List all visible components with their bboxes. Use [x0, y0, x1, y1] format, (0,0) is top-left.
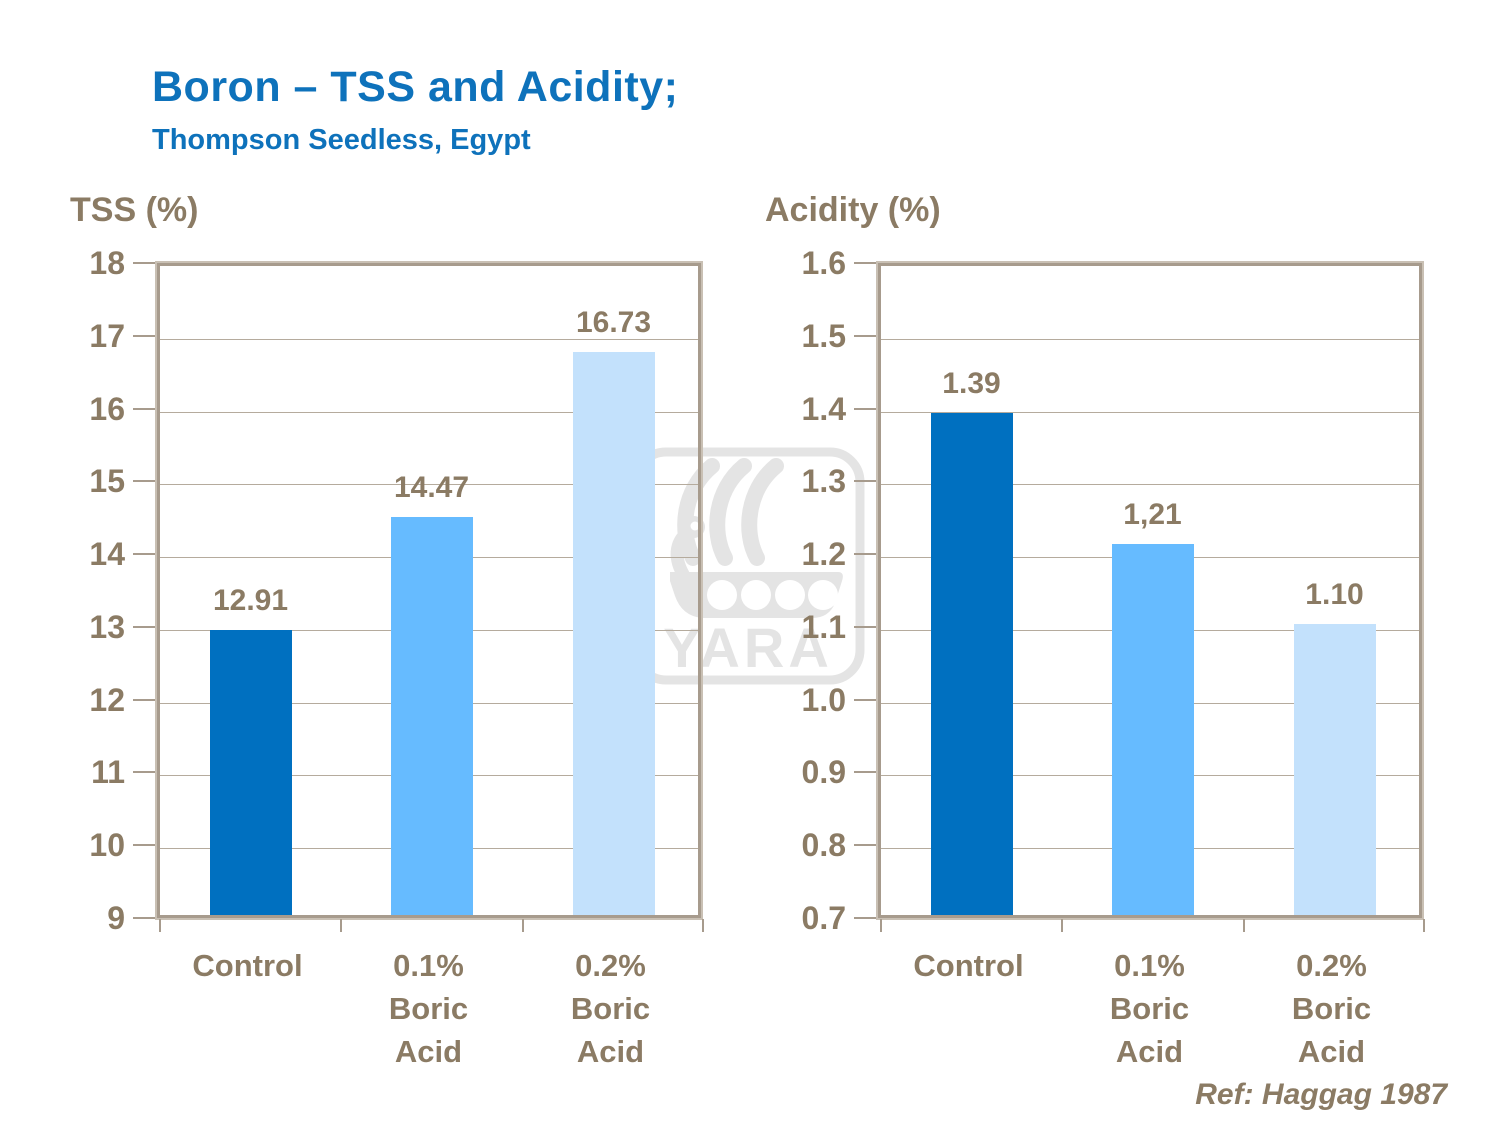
y-tick-label: 12: [89, 682, 125, 718]
y-tick: [133, 335, 155, 337]
y-tick: [854, 408, 876, 410]
y-tick: [854, 626, 876, 628]
y-tick: [854, 771, 876, 773]
bar-value-label: 12.91: [212, 584, 289, 617]
y-tick-label: 15: [89, 463, 125, 499]
gridline: [881, 339, 1419, 340]
gridline: [881, 484, 1419, 485]
slide-subtitle: Thompson Seedless, Egypt: [152, 124, 531, 156]
y-tick: [133, 699, 155, 701]
gridline: [160, 339, 698, 340]
y-tick-label: 1.1: [801, 609, 846, 645]
y-axis-title-tss: TSS (%): [70, 191, 199, 229]
y-tick: [133, 626, 155, 628]
y-tick-label: 18: [89, 245, 125, 281]
y-axis-labels: 1.6 1.5 1.4 1.3 1.2 1.1 1.0 0.9 0.8 0.7: [746, 245, 878, 936]
y-tick: [133, 771, 155, 773]
y-tick-label: 1.2: [801, 536, 846, 572]
y-tick-label: 1.6: [801, 245, 846, 281]
gridline: [160, 484, 698, 485]
plot-area: 1.39 1,21 1.10: [876, 261, 1425, 932]
category-column: 14.47: [341, 266, 522, 915]
bar-value-label: 1.39: [942, 367, 1001, 400]
tss-chart: TSS (%) 18 17 16 15 14 13 12 11 10 9 12.91 14.47 16…: [70, 191, 704, 1069]
bar: [390, 517, 473, 915]
slide-title: Boron – TSS and Acidity;: [152, 63, 679, 111]
x-tick: [1423, 919, 1425, 932]
y-tick-label: 13: [89, 609, 125, 645]
y-tick: [133, 262, 155, 264]
y-tick-label: 1.5: [801, 318, 846, 354]
y-tick: [854, 699, 876, 701]
y-tick: [854, 844, 876, 846]
x-tick: [1243, 919, 1245, 932]
y-tick: [854, 480, 876, 482]
y-tick-label: 0.7: [801, 900, 846, 936]
x-tick: [880, 919, 882, 932]
y-tick: [854, 262, 876, 264]
x-tick: [702, 919, 704, 932]
y-tick-label: 9: [107, 900, 125, 936]
y-tick-label: 14: [89, 536, 125, 572]
y-axis-labels: 18 17 16 15 14 13 12 11 10 9: [25, 245, 157, 936]
bar: [572, 352, 655, 915]
gridline: [160, 412, 698, 413]
reference-note: Ref: Haggag 1987: [1195, 1078, 1447, 1111]
yara-logo-watermark: YARA: [630, 446, 866, 686]
category-label: 0.2% Boric Acid: [1291, 948, 1372, 1069]
category-label: Control: [913, 948, 1024, 983]
y-tick-label: 0.8: [801, 827, 846, 863]
gridline: [881, 412, 1419, 413]
y-tick-label: 0.9: [801, 754, 846, 790]
y-tick: [133, 480, 155, 482]
x-tick: [340, 919, 342, 932]
bar: [930, 413, 1013, 915]
y-tick: [133, 553, 155, 555]
bar-value-label: 16.73: [575, 306, 652, 339]
category-column: 16.73: [523, 266, 704, 915]
category-label: 0.1% Boric Acid: [388, 948, 469, 1069]
category-column: 1.10: [1244, 266, 1425, 915]
viking-ship-icon: YARA: [631, 447, 865, 685]
acidity-chart: Acidity (%) 1.6 1.5 1.4 1.3 1.2 1.1 1.0 0.9 0.8 0…: [765, 191, 1425, 1069]
y-tick: [133, 844, 155, 846]
category-label: 0.2% Boric Acid: [570, 948, 651, 1069]
bar: [1111, 544, 1194, 915]
y-tick: [854, 553, 876, 555]
bar-value-label: 1,21: [1123, 498, 1182, 531]
y-axis-title-acidity: Acidity (%): [765, 191, 941, 229]
category-label: 0.1% Boric Acid: [1109, 948, 1190, 1069]
category-column: 1,21: [1062, 266, 1243, 915]
bar: [209, 630, 292, 915]
category-label: Control: [192, 948, 303, 983]
bar-value-label: 1.10: [1305, 578, 1364, 611]
y-tick-label: 1.4: [801, 391, 846, 427]
category-column: 1.39: [881, 266, 1062, 915]
sail-arc: [677, 458, 720, 566]
y-tick-label: 10: [89, 827, 125, 863]
bar-value-label: 14.47: [393, 471, 470, 504]
watermark-text: YARA: [663, 616, 833, 679]
y-tick-label: 17: [89, 318, 125, 354]
y-tick-label: 1.3: [801, 463, 846, 499]
y-tick-label: 11: [91, 754, 125, 790]
y-tick: [133, 917, 155, 919]
sail-arc: [709, 458, 752, 566]
y-tick: [854, 335, 876, 337]
y-tick-label: 1.0: [801, 682, 846, 718]
plot-area: 12.91 14.47 16.73: [155, 261, 704, 932]
y-tick-label: 16: [89, 391, 125, 427]
x-tick: [522, 919, 524, 932]
y-tick: [854, 917, 876, 919]
category-column: 12.91: [160, 266, 341, 915]
sail-arc: [741, 458, 784, 566]
x-tick: [1061, 919, 1063, 932]
y-tick: [133, 408, 155, 410]
x-tick: [159, 919, 161, 932]
bar: [1293, 624, 1376, 915]
